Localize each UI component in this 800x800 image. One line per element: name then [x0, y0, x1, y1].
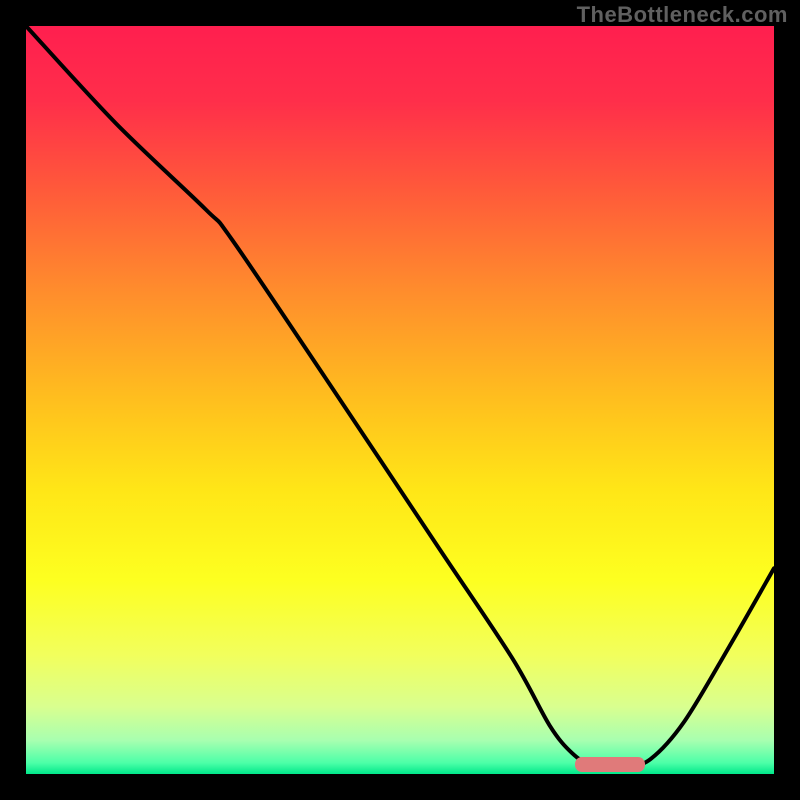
watermark-text: TheBottleneck.com — [577, 2, 788, 28]
plot-area — [26, 26, 774, 774]
curve-path — [26, 26, 774, 765]
chart-frame: TheBottleneck.com — [0, 0, 800, 800]
optimal-range-marker — [575, 757, 645, 772]
bottleneck-curve — [26, 26, 774, 774]
